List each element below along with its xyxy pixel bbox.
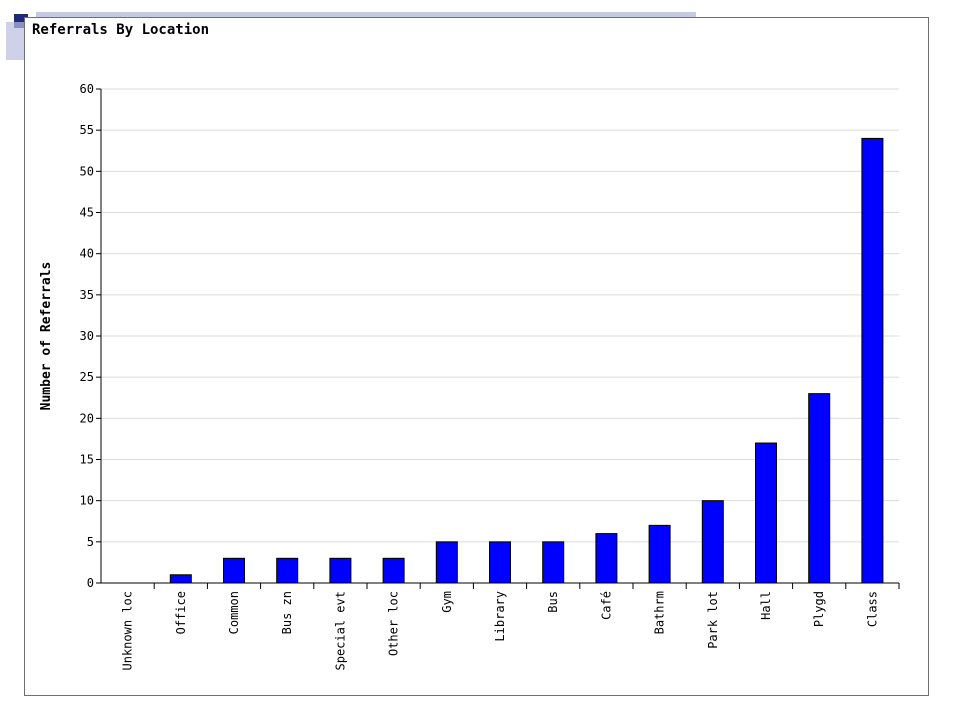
x-tick-label: Bus [546,591,560,613]
y-tick-label: 45 [80,206,94,220]
y-tick-label: 55 [80,123,94,137]
y-tick-labels: 0 5 10 15 20 25 30 35 40 45 50 55 60 [80,82,94,590]
bar [861,137,884,584]
bar [169,574,192,584]
y-tick-label: 10 [80,494,94,508]
bar [648,524,671,584]
y-axis-title: Number of Referrals [39,262,54,411]
y-tick-label: 30 [80,329,94,343]
x-tick-label: Special evt [333,591,347,670]
x-tick-label: Common [227,591,241,634]
y-tick-label: 60 [80,82,94,96]
y-tick-label: 20 [80,411,94,425]
bar [755,442,777,584]
bar [329,557,352,584]
bar [223,557,245,584]
x-tick-label: Café [599,591,613,620]
x-tick-label: Hall [759,591,773,620]
bar-chart: 0 5 10 15 20 25 30 35 40 45 50 55 60 Unknown loc Offi… [39,82,900,670]
y-tick-label: 40 [80,247,94,261]
x-tick-label: Bathrm [653,591,667,634]
x-tick-label: Class [865,591,879,627]
x-tick-label: Bus zn [280,591,294,634]
chart-title: Referrals By Location [32,22,210,38]
bar [276,557,299,584]
y-tick-label: 50 [80,164,94,178]
bar [382,557,405,584]
bar [542,541,565,584]
bar [701,500,724,584]
bar [808,393,831,584]
x-tick-label: Plygd [812,591,826,627]
x-tick-label: Unknown loc [121,591,135,670]
axes [96,88,900,589]
x-tick-label: Gym [440,591,454,613]
bar [489,541,511,584]
bars [169,137,884,584]
y-tick-label: 35 [80,288,94,302]
grid-lines [101,88,899,543]
x-tick-label: Other loc [387,591,401,656]
x-tick-label: Library [493,591,507,642]
y-tick-label: 15 [80,453,94,467]
bar [595,533,618,584]
deco-top-bar [36,12,696,18]
x-tick-label: Office [174,591,188,634]
x-tick-label: Park lot [706,591,720,649]
y-tick-label: 5 [87,535,94,549]
y-tick-label: 25 [80,370,94,384]
bar [435,541,458,584]
chart-frame: Referrals By Location 0 5 10 15 20 25 30 35 40 45… [24,17,929,696]
x-tick-labels: Unknown loc Office Common Bus zn Special evt… [121,591,880,670]
y-tick-label: 0 [87,576,94,590]
